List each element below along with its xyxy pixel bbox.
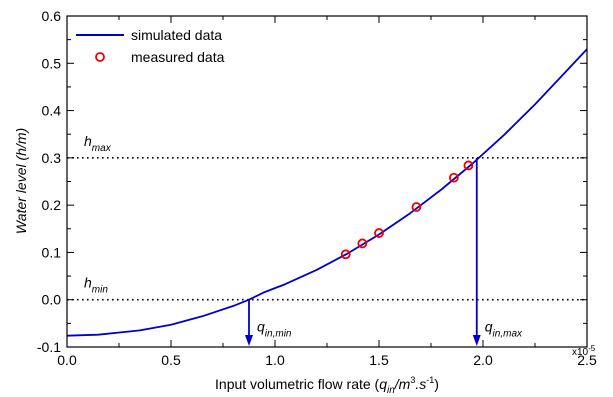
x-multiplier-base: x10	[572, 347, 589, 358]
y-tick-label: 0.0	[42, 292, 62, 308]
q-in-min-symbol: q	[257, 319, 265, 335]
legend-marker-swatch	[95, 52, 105, 62]
chart-marks	[66, 48, 588, 346]
y-label-prefix: Water level (	[13, 155, 29, 235]
x-multiplier-exponent: -5	[588, 344, 596, 353]
q-in-min-arrow-head	[245, 335, 253, 346]
x-tick-label: 0.0	[57, 352, 77, 368]
y-tick-label: 0.2	[42, 197, 62, 213]
legend-label-measured: measured data	[131, 49, 225, 65]
x-axis-multiplier: x10-5	[572, 344, 596, 358]
tick-marks	[66, 15, 588, 348]
x-label-q: q	[379, 376, 387, 392]
measured-data-point	[448, 172, 459, 183]
h-min-label: hmin	[84, 275, 108, 296]
y-tick-label: 0.3	[42, 150, 62, 166]
h-max-subscript: max	[92, 143, 112, 154]
y-tick-label: 0.5	[42, 55, 62, 71]
y-label-m: m	[13, 132, 29, 144]
q-in-max-subscript: in,max	[493, 329, 523, 340]
measured-data-point	[340, 249, 351, 260]
legend: simulated data measured data	[76, 27, 225, 65]
y-tick-label: 0.4	[42, 103, 62, 119]
x-label-suffix: )	[434, 376, 439, 392]
h-max-label: hmax	[84, 133, 112, 154]
q-in-min-label: qin,min	[257, 319, 292, 340]
x-label-unit-s: .s	[415, 376, 426, 392]
measured-data-point	[374, 228, 384, 238]
h-min-subscript: min	[92, 285, 109, 296]
measured-data-point	[411, 202, 422, 212]
x-tick-label: 2.5	[577, 352, 597, 368]
x-label-exp-3: 3	[410, 375, 415, 385]
q-in-max-symbol: q	[485, 319, 493, 335]
legend-label-simulated: simulated data	[131, 27, 222, 43]
x-label-q-subscript: in	[387, 385, 395, 396]
h-min-symbol: h	[84, 275, 92, 291]
y-tick-label: -0.1	[37, 339, 61, 355]
y-label-suffix: )	[13, 128, 29, 135]
plot-frame	[66, 15, 588, 348]
x-label-prefix: Input volumetric flow rate (	[215, 376, 380, 392]
x-axis-label: Input volumetric flow rate (qin/m3.s-1)	[215, 375, 439, 396]
x-tick-label: 0.5	[161, 352, 181, 368]
y-axis-label: Water level (h/m)	[13, 128, 29, 234]
x-tick-label: 1.0	[265, 352, 285, 368]
simulated-data-line	[66, 48, 588, 337]
q-in-min-subscript: in,min	[265, 329, 292, 340]
y-label-slash: /	[13, 142, 29, 149]
x-label-exp-minus-1: -1	[426, 375, 434, 385]
tick-labels: 0.0 0.5 1.0 1.5 2.0 2.5-0.10.00.10.20.30.40.5…	[37, 8, 597, 368]
h-max-symbol: h	[84, 133, 92, 149]
y-tick-label: 0.6	[42, 8, 62, 24]
measured-data-point	[357, 238, 368, 249]
y-label-h: h	[13, 148, 29, 156]
y-tick-label: 0.1	[42, 244, 62, 260]
q-in-max-label: qin,max	[485, 319, 523, 340]
measured-data-point	[463, 160, 474, 171]
x-tick-label: 1.5	[369, 352, 389, 368]
x-label-unit-m: /m	[394, 376, 411, 392]
x-tick-label: 2.0	[473, 352, 493, 368]
q-in-max-arrow-head	[472, 335, 481, 346]
